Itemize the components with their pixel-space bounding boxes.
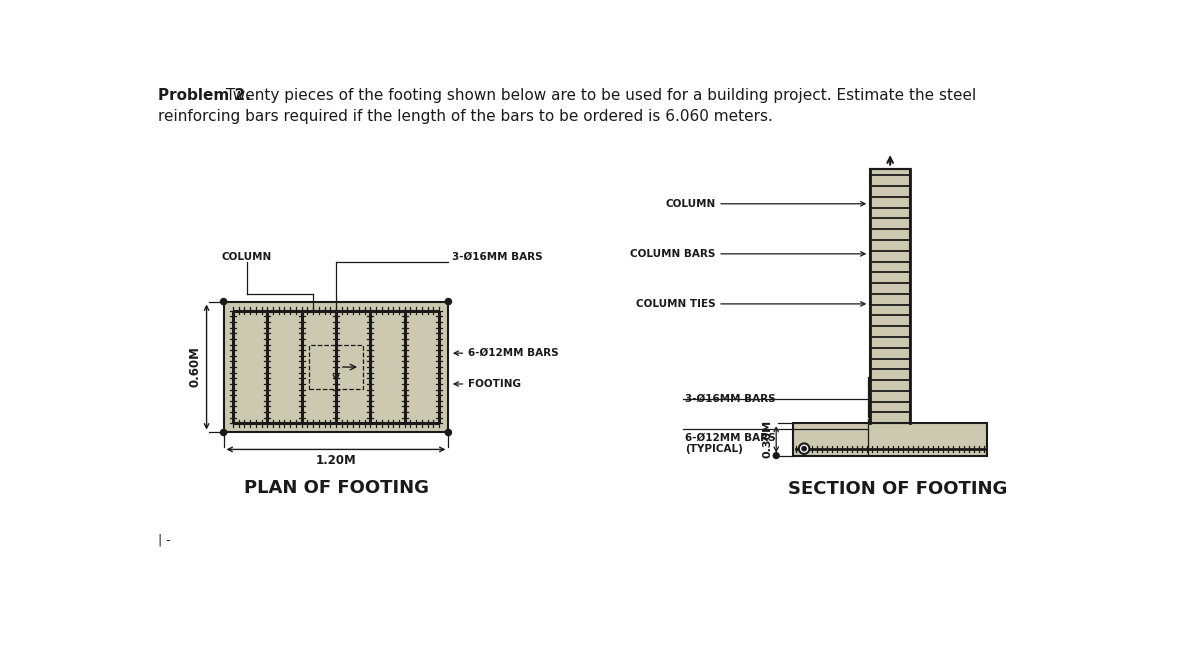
Circle shape	[221, 298, 227, 305]
Text: FOOTING: FOOTING	[468, 379, 521, 389]
Bar	[870, 169, 911, 423]
Bar	[308, 345, 364, 390]
Text: 6-Ø12MM BARS
(TYPICAL): 6-Ø12MM BARS (TYPICAL)	[685, 432, 775, 454]
Circle shape	[445, 298, 451, 305]
Text: 3-Ø16MM BARS: 3-Ø16MM BARS	[452, 251, 542, 262]
Circle shape	[221, 430, 227, 435]
Circle shape	[799, 443, 809, 454]
Text: Problem 2.: Problem 2.	[157, 89, 251, 103]
Text: 0.60M: 0.60M	[188, 347, 202, 388]
Text: 6-Ø12MM BARS: 6-Ø12MM BARS	[468, 348, 558, 358]
Bar	[793, 423, 986, 455]
Text: COLUMN BARS: COLUMN BARS	[630, 249, 715, 259]
Text: Twenty pieces of the footing shown below are to be used for a building project. : Twenty pieces of the footing shown below…	[221, 89, 977, 103]
Circle shape	[445, 430, 451, 435]
Text: reinforcing bars required if the length of the bars to be ordered is 6.060 meter: reinforcing bars required if the length …	[157, 109, 773, 124]
Text: | -: | -	[157, 534, 170, 547]
Text: COLUMN: COLUMN	[222, 251, 272, 262]
Circle shape	[773, 453, 779, 459]
Text: 3-Ø16MM BARS: 3-Ø16MM BARS	[685, 393, 775, 404]
Bar	[223, 302, 449, 432]
Text: 0.30M: 0.30M	[762, 421, 773, 459]
Text: PLAN OF FOOTING: PLAN OF FOOTING	[244, 479, 428, 497]
Text: COLUMN TIES: COLUMN TIES	[636, 299, 715, 309]
Text: COLUMN: COLUMN	[666, 199, 715, 209]
Circle shape	[802, 446, 806, 451]
Text: 1.20M: 1.20M	[316, 454, 356, 467]
Text: SECTION OF FOOTING: SECTION OF FOOTING	[788, 480, 1008, 498]
